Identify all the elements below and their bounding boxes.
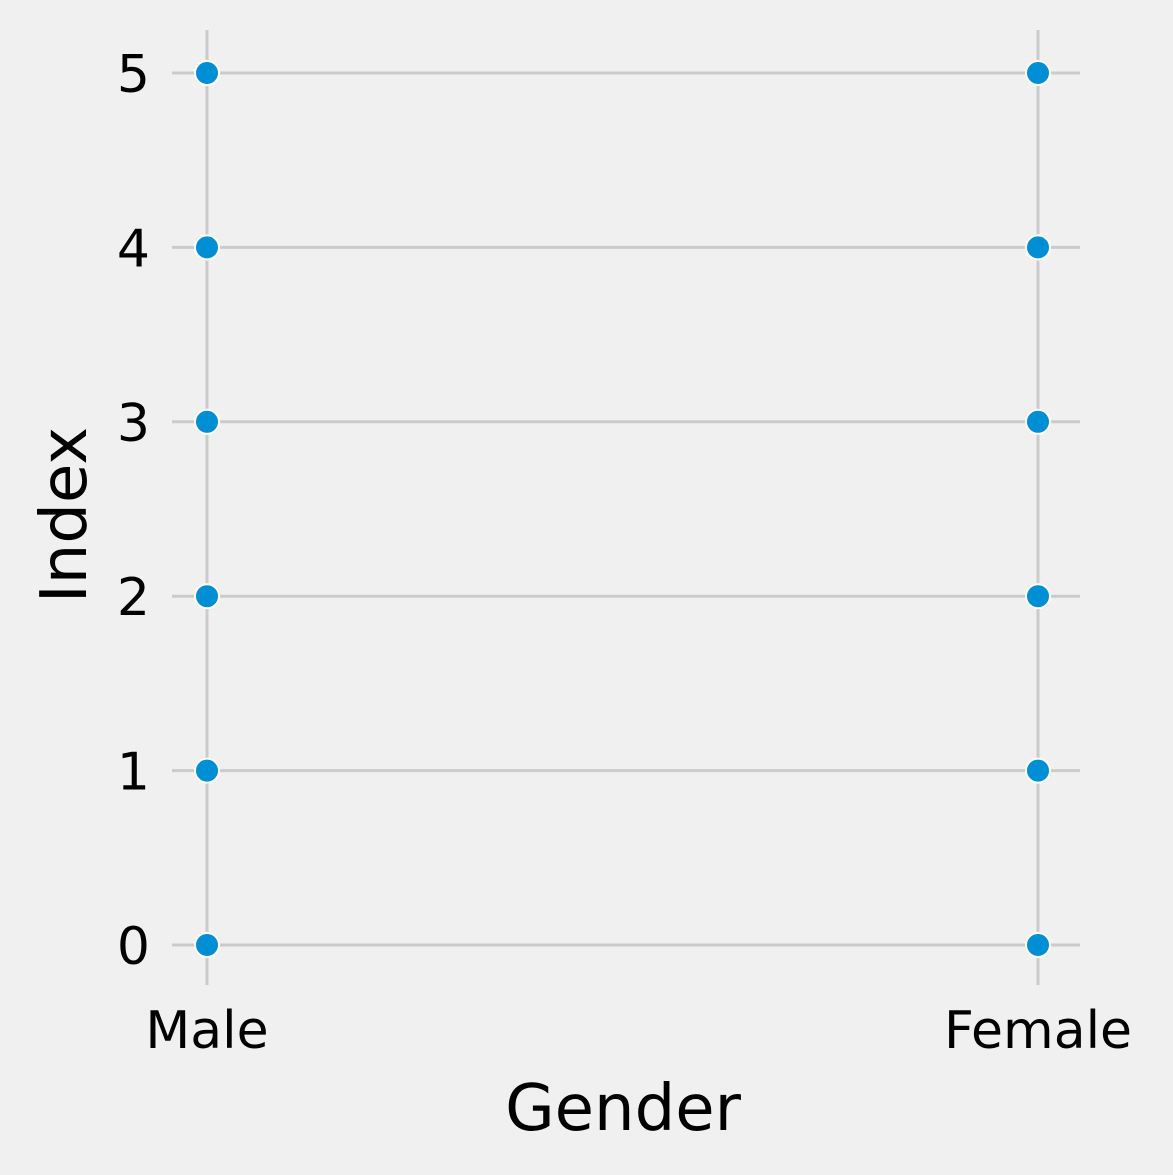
x-axis-label: Gender xyxy=(505,1072,742,1146)
data-point-female-0 xyxy=(1025,932,1051,958)
y-tick-label-5: 5 xyxy=(117,45,150,105)
y-tick-label-0: 0 xyxy=(117,917,150,977)
data-point-female-5 xyxy=(1025,60,1051,86)
y-tick-label-2: 2 xyxy=(117,568,150,628)
data-point-male-3 xyxy=(194,408,220,435)
y-tick-label-4: 4 xyxy=(117,219,150,279)
y-tick-label-1: 1 xyxy=(117,743,150,803)
data-point-female-2 xyxy=(1025,583,1051,610)
grid-layer xyxy=(172,30,1080,985)
x-tick-label-male: Male xyxy=(145,1001,268,1061)
tick-labels: Male Female 0 1 2 3 4 5 xyxy=(117,45,1132,1061)
y-tick-label-3: 3 xyxy=(117,394,150,454)
data-point-male-4 xyxy=(194,234,220,261)
x-tick-label-female: Female xyxy=(944,1001,1132,1061)
data-point-female-1 xyxy=(1025,757,1051,784)
data-point-male-0 xyxy=(194,932,220,958)
data-point-female-3 xyxy=(1025,408,1051,435)
data-points xyxy=(194,60,1051,958)
data-point-male-5 xyxy=(194,60,220,86)
y-axis-label: Index xyxy=(28,427,102,603)
data-point-male-2 xyxy=(194,583,220,610)
data-point-male-1 xyxy=(194,757,220,784)
data-point-female-4 xyxy=(1025,234,1051,261)
